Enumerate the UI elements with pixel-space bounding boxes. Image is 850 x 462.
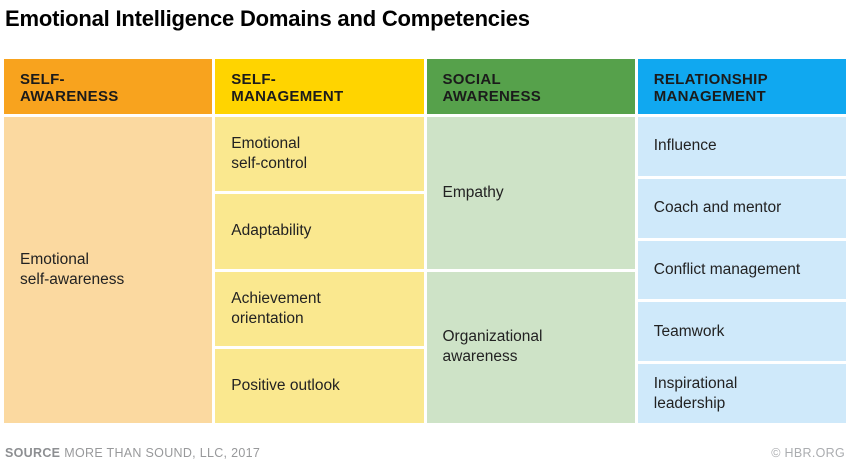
competency-cell-influence: Influence [637, 117, 846, 176]
competency-cell-achievement-orientation: Achievement orientation [215, 271, 424, 346]
source-text: MORE THAN SOUND, LLC, 2017 [64, 446, 261, 460]
competency-cell-teamwork: Teamwork [637, 302, 846, 362]
competency-cell-coach-and-mentor: Coach and mentor [637, 178, 846, 238]
column-self-awareness: SELF- AWARENESS Emotional self-awareness [4, 59, 213, 423]
column-header-self-awareness: SELF- AWARENESS [4, 59, 213, 114]
source-line: SOURCE MORE THAN SOUND, LLC, 2017 [5, 446, 260, 460]
page-title: Emotional Intelligence Domains and Compe… [5, 6, 530, 31]
competency-cell-empathy: Empathy [426, 117, 635, 269]
column-relationship-management: RELATIONSHIP MANAGEMENT Influence Coach … [637, 59, 846, 423]
competency-cell-adaptability: Adaptability [215, 194, 424, 269]
competency-cell-organizational-awareness: Organizational awareness [426, 271, 635, 423]
hbr-credit: © HBR.ORG [771, 446, 845, 460]
column-self-management: SELF- MANAGEMENT Emotional self-control … [215, 59, 424, 423]
page: Emotional Intelligence Domains and Compe… [0, 6, 850, 462]
competency-cell-positive-outlook: Positive outlook [215, 348, 424, 423]
column-header-self-management: SELF- MANAGEMENT [215, 59, 424, 114]
column-header-social-awareness: SOCIAL AWARENESS [426, 59, 635, 114]
ei-domains-table: SELF- AWARENESS Emotional self-awareness… [4, 59, 846, 423]
column-social-awareness: SOCIAL AWARENESS Empathy Organizational … [426, 59, 635, 423]
source-label: SOURCE [5, 446, 61, 460]
competency-cell-emotional-self-awareness: Emotional self-awareness [4, 117, 213, 423]
competency-cell-conflict-management: Conflict management [637, 240, 846, 300]
column-header-relationship-management: RELATIONSHIP MANAGEMENT [637, 59, 846, 114]
competency-cell-inspirational-leadership: Inspirational leadership [637, 364, 846, 423]
competency-cell-emotional-self-control: Emotional self-control [215, 117, 424, 192]
footer: SOURCE MORE THAN SOUND, LLC, 2017 © HBR.O… [5, 446, 845, 460]
